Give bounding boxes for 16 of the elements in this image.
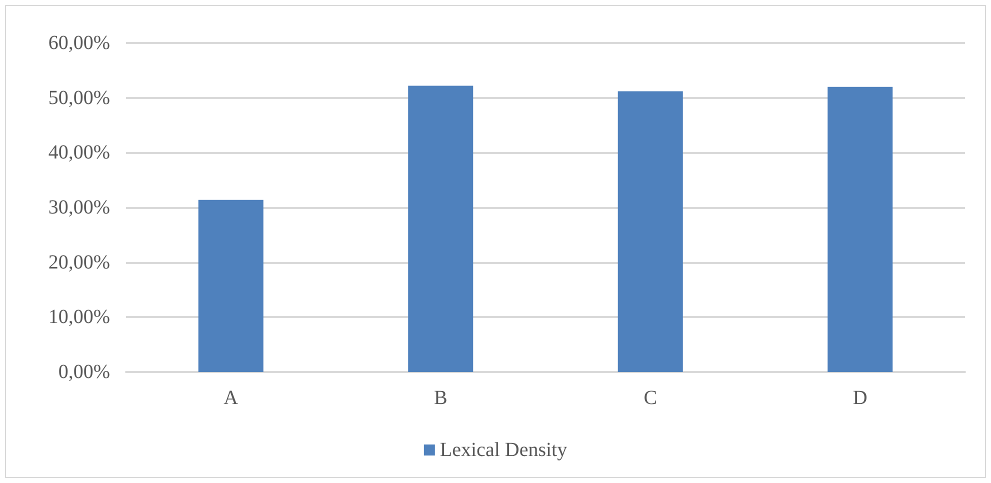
y-tick-label: 50,00% [48,86,110,109]
bar [408,86,474,372]
bar [198,200,264,372]
y-tick-label: 60,00% [48,32,110,54]
y-tick-label: 40,00% [48,142,110,164]
y-tick-label: 0,00% [58,361,110,383]
bar [828,86,893,372]
legend-label: Lexical Density [440,439,568,461]
x-tick-label: A [224,387,239,409]
y-tick-label: 10,00% [48,306,110,328]
x-tick-label: C [644,387,658,409]
bar [618,91,683,372]
y-tick-label: 20,00% [48,251,110,274]
x-tick-label: B [434,387,448,409]
x-tick-label: D [852,387,868,409]
y-tick-label: 30,00% [48,196,110,218]
